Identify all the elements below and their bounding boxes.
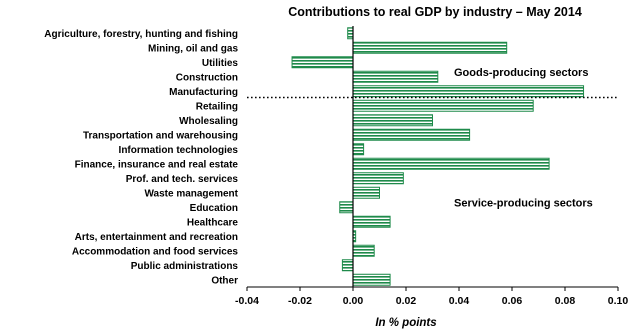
x-tick-label: -0.04 (235, 295, 259, 307)
category-label: Other (211, 275, 238, 286)
bar (352, 128, 471, 141)
category-label: Utilities (202, 58, 239, 69)
chart-title: Contributions to real GDP by industry – … (288, 5, 582, 19)
x-axis-label: In % points (375, 317, 436, 329)
bar (352, 114, 433, 127)
bar (291, 56, 354, 69)
category-label: Public administrations (131, 261, 239, 272)
x-tick-label: 0.04 (449, 295, 470, 307)
category-label: Wholesaling (179, 116, 238, 127)
category-label: Healthcare (187, 217, 239, 228)
category-label: Mining, oil and gas (148, 43, 238, 54)
sector-annotation: Goods-producing sectors (454, 67, 588, 79)
x-tick-label: 0.06 (502, 295, 523, 307)
bar (347, 27, 354, 40)
bar (341, 259, 354, 272)
bar (339, 201, 354, 214)
bar (352, 143, 365, 156)
bar (352, 244, 375, 257)
sector-annotation: Service-producing sectors (454, 197, 593, 209)
category-label: Information technologies (119, 145, 239, 156)
annotations: Goods-producing sectors Service-producing… (454, 67, 593, 210)
bar (352, 273, 391, 286)
category-label: Prof. and tech. services (126, 174, 239, 185)
bar (352, 85, 585, 98)
x-tick-label: -0.02 (288, 295, 312, 307)
category-label: Education (190, 203, 238, 214)
category-label: Agriculture, forestry, hunting and fishi… (44, 29, 238, 40)
x-tick-label: 0.00 (343, 295, 364, 307)
category-label: Finance, insurance and real estate (75, 159, 239, 170)
category-label: Retailing (196, 101, 238, 112)
category-label: Waste management (144, 188, 238, 199)
plot-area (247, 26, 618, 287)
category-label: Transportation and warehousing (83, 130, 238, 141)
bar (352, 70, 439, 83)
category-label: Construction (176, 72, 238, 83)
category-label: Arts, entertainment and recreation (75, 232, 238, 243)
bar (352, 41, 508, 54)
bar (352, 215, 391, 228)
x-tick-label: 0.08 (555, 295, 576, 307)
x-tick-label: 0.02 (396, 295, 417, 307)
category-label: Accommodation and food services (72, 246, 239, 257)
x-axis: -0.04 -0.02 0.00 0.02 0.04 0.06 0.08 0.10 (235, 286, 629, 307)
bar (352, 186, 380, 199)
bar (352, 172, 404, 185)
x-tick-label: 0.10 (608, 295, 629, 307)
bar (352, 99, 534, 112)
category-labels: Agriculture, forestry, hunting and fishi… (44, 29, 238, 287)
bar (352, 157, 550, 170)
category-label: Manufacturing (169, 87, 238, 98)
